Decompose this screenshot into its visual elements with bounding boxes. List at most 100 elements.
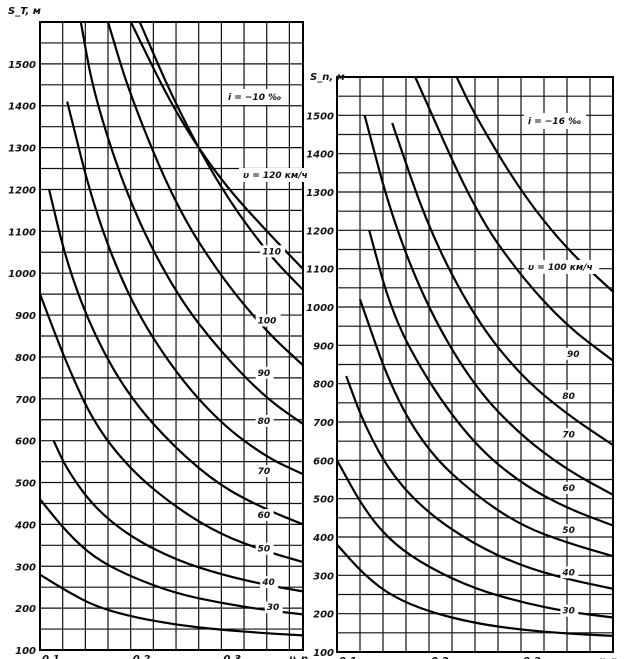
y-tick-label: 700 xyxy=(15,395,36,406)
plot-frame xyxy=(39,21,304,651)
curve-labels: 30 40 50 60 70 80 90 100 110 xyxy=(255,245,286,614)
curve-label-70: 70 xyxy=(258,467,271,477)
curve-v-70 xyxy=(368,230,613,527)
y-axis-label: S_T, м xyxy=(8,6,41,17)
curve-v-50 xyxy=(345,375,613,590)
y-tick-label: 1000 xyxy=(8,269,36,280)
grid-lines xyxy=(337,77,613,652)
curve-v-110 xyxy=(138,22,303,291)
x-tick-label: 0,1 xyxy=(42,654,60,659)
curve-label-bg xyxy=(260,245,286,258)
curve-label-60: 60 xyxy=(562,484,575,494)
curve-v-30 xyxy=(337,543,613,637)
curve-label-30: 30 xyxy=(562,607,575,617)
x-tick-label: 0,1 xyxy=(339,656,357,659)
grid-lines xyxy=(40,22,303,650)
y-tick-label: 100 xyxy=(15,646,36,657)
y-tick-label: 1000 xyxy=(306,303,334,314)
y-tick-label: 1400 xyxy=(8,102,36,113)
x-tick-label: 0,3 xyxy=(523,656,541,659)
curve-label-bg xyxy=(255,414,274,427)
curve-label-60: 60 xyxy=(258,511,271,521)
curve-label-bg xyxy=(560,524,579,537)
curve-label-70: 70 xyxy=(562,430,575,440)
curve-v-80 xyxy=(363,115,613,496)
x-axis-end-label: υ_p xyxy=(289,654,308,659)
curve-label-40: 40 xyxy=(261,578,275,588)
top-curve-label-bg xyxy=(524,260,600,274)
x-tick-label: 0,2 xyxy=(431,656,449,659)
curve-label-bg xyxy=(255,465,274,478)
y-tick-label: 1200 xyxy=(306,226,334,237)
curve-label-80: 80 xyxy=(258,417,271,427)
y-axis-label: S_n, м xyxy=(310,72,345,83)
curve-label-90: 90 xyxy=(567,350,580,360)
curve-label-bg xyxy=(264,601,283,614)
y-tick-label: 1500 xyxy=(306,111,334,122)
y-tick-label: 500 xyxy=(313,495,334,506)
y-tick-label: 800 xyxy=(15,353,36,364)
curve-v-30 xyxy=(40,573,303,637)
curve-label-bg xyxy=(560,428,579,441)
y-tick-label: 900 xyxy=(313,341,334,352)
curve-label-100: 100 xyxy=(258,316,277,326)
y-tick-label: 1100 xyxy=(306,265,334,276)
curve-label-bg xyxy=(560,482,579,494)
top-curve-label-bg xyxy=(239,168,315,182)
gradient-annotation: i = −10 ‰ xyxy=(228,93,281,103)
curve-label-110: 110 xyxy=(262,247,281,257)
chart-panel-1: 30 40 50 60 70 80 90 100 110 υ = 120 км/ч i = −10 … xyxy=(8,6,315,659)
curve-label-30: 30 xyxy=(267,603,280,613)
curve-label-bg xyxy=(560,604,579,617)
y-tick-label: 200 xyxy=(313,610,334,621)
curve-v-100 xyxy=(106,22,303,367)
curve-label-90: 90 xyxy=(258,369,271,379)
y-tick-label: 400 xyxy=(14,520,36,531)
y-tick-label: 1100 xyxy=(8,227,36,238)
curve-v-100 xyxy=(414,77,613,362)
x-tick-label: 0,3 xyxy=(223,654,241,659)
y-tick-label: 1300 xyxy=(8,144,36,155)
y-tick-label: 1400 xyxy=(306,150,334,161)
y-tick-label: 800 xyxy=(313,380,334,391)
y-tick-label: 500 xyxy=(15,479,36,490)
chart-panel-2: 30 40 50 60 70 80 90 υ = 100 км/ч i = −16 ‰ 100 20… xyxy=(306,72,618,659)
y-tick-label: 600 xyxy=(15,437,36,448)
y-tick-label: 1300 xyxy=(306,188,334,199)
curve-labels: 30 40 50 60 70 80 90 xyxy=(560,347,583,617)
top-curve-label: υ = 120 км/ч xyxy=(243,171,308,181)
curve-v-60 xyxy=(358,298,613,558)
curve-label-bg xyxy=(560,566,579,579)
curve-label-bg xyxy=(260,576,279,589)
y-tick-label: 1500 xyxy=(8,60,36,71)
y-tick-label: 100 xyxy=(313,648,334,659)
curve-label-40: 40 xyxy=(561,568,575,578)
curve-v-80 xyxy=(66,101,303,476)
x-axis-end-label: υ_p xyxy=(599,656,618,659)
plot-frame xyxy=(336,76,614,653)
curve-label-bg xyxy=(255,366,274,379)
y-tick-label: 300 xyxy=(313,571,334,582)
curve-v-90 xyxy=(391,122,613,446)
curve-label-bg xyxy=(255,314,281,327)
annotation-bg xyxy=(524,113,586,129)
curve-label-50: 50 xyxy=(562,526,575,536)
curves xyxy=(337,77,613,637)
curve-v-90 xyxy=(79,22,303,425)
y-tick-label: 700 xyxy=(313,418,334,429)
y-tick-label: 300 xyxy=(15,562,36,573)
y-tick-label: 1200 xyxy=(8,185,36,196)
x-tick-label: 0,2 xyxy=(133,654,151,659)
curve-label-bg xyxy=(560,390,579,402)
curve-label-bg xyxy=(255,542,274,555)
gradient-annotation: i = −16 ‰ xyxy=(528,117,581,127)
curve-label-50: 50 xyxy=(258,545,271,555)
curve-label-80: 80 xyxy=(562,392,575,402)
annotation-bg xyxy=(224,89,286,105)
y-tick-label: 400 xyxy=(312,533,334,544)
curve-label-bg xyxy=(565,347,583,360)
top-curve-label: υ = 100 км/ч xyxy=(528,263,593,273)
curve-v-60 xyxy=(40,293,303,564)
y-tick-label: 900 xyxy=(15,311,36,322)
